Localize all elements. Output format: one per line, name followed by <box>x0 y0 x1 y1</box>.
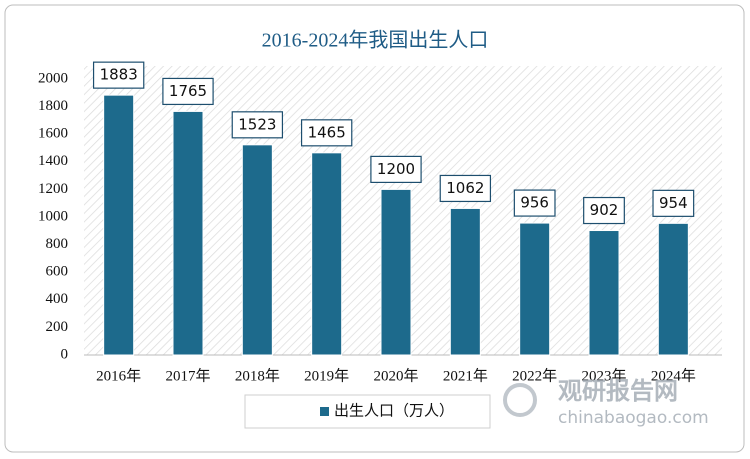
bar <box>172 110 204 356</box>
y-tick-label: 1800 <box>38 98 68 114</box>
x-tick-label: 2020年 <box>373 367 418 384</box>
watermark-logo <box>503 383 537 417</box>
y-tick-label: 1600 <box>38 126 68 142</box>
bar <box>103 94 135 356</box>
data-label: 956 <box>520 194 549 212</box>
data-label-box <box>370 155 422 183</box>
data-label: 954 <box>659 194 688 212</box>
y-tick-label: 600 <box>46 264 69 280</box>
legend-swatch <box>320 407 329 416</box>
x-tick-label: 2022年 <box>512 367 557 384</box>
data-label: 1062 <box>446 179 484 197</box>
y-tick-label: 1200 <box>38 181 68 197</box>
chart-title: 2016-2024年我国出生人口 <box>262 29 489 52</box>
bar <box>449 207 481 356</box>
data-label-box <box>652 189 695 217</box>
data-label-box <box>513 189 556 217</box>
bar <box>241 144 273 356</box>
y-tick-label: 0 <box>61 346 69 362</box>
data-label: 1883 <box>100 66 138 84</box>
bar <box>311 152 343 356</box>
data-label-box <box>92 61 145 89</box>
data-label-box <box>583 196 625 225</box>
x-tick-label: 2019年 <box>304 367 349 384</box>
data-label-box <box>231 111 284 139</box>
watermark-url: chinabaogao.com <box>558 408 709 428</box>
data-label-box <box>162 77 214 106</box>
data-label: 1465 <box>308 123 346 141</box>
watermark: 观研报告网 chinabaogao.com <box>503 377 709 428</box>
x-tick-label: 2016年 <box>96 367 141 384</box>
bar <box>588 230 620 356</box>
data-label: 1200 <box>377 160 415 178</box>
bar <box>380 188 412 356</box>
y-tick-label: 2000 <box>38 70 68 86</box>
y-tick-label: 1400 <box>38 153 68 169</box>
x-tick-label: 2017年 <box>165 367 210 384</box>
data-label: 902 <box>590 201 619 219</box>
data-label-box <box>439 174 492 203</box>
legend-box <box>244 394 491 429</box>
x-tick-label: 2023年 <box>581 367 626 384</box>
data-label: 1765 <box>169 82 207 100</box>
data-label: 1523 <box>238 115 276 133</box>
x-tick-label: 2018年 <box>235 367 280 384</box>
watermark-name: 观研报告网 <box>558 377 678 405</box>
x-tick-label: 2024年 <box>651 367 696 384</box>
bar <box>657 222 689 356</box>
data-label-box <box>300 119 353 147</box>
y-tick-label: 400 <box>46 291 69 307</box>
y-tick-label: 800 <box>46 236 69 252</box>
legend-label: 出生人口（万人） <box>334 402 454 419</box>
y-tick-label: 1000 <box>38 208 68 224</box>
bar <box>519 222 551 356</box>
y-tick-label: 200 <box>46 319 69 335</box>
x-tick-label: 2021年 <box>443 367 488 384</box>
